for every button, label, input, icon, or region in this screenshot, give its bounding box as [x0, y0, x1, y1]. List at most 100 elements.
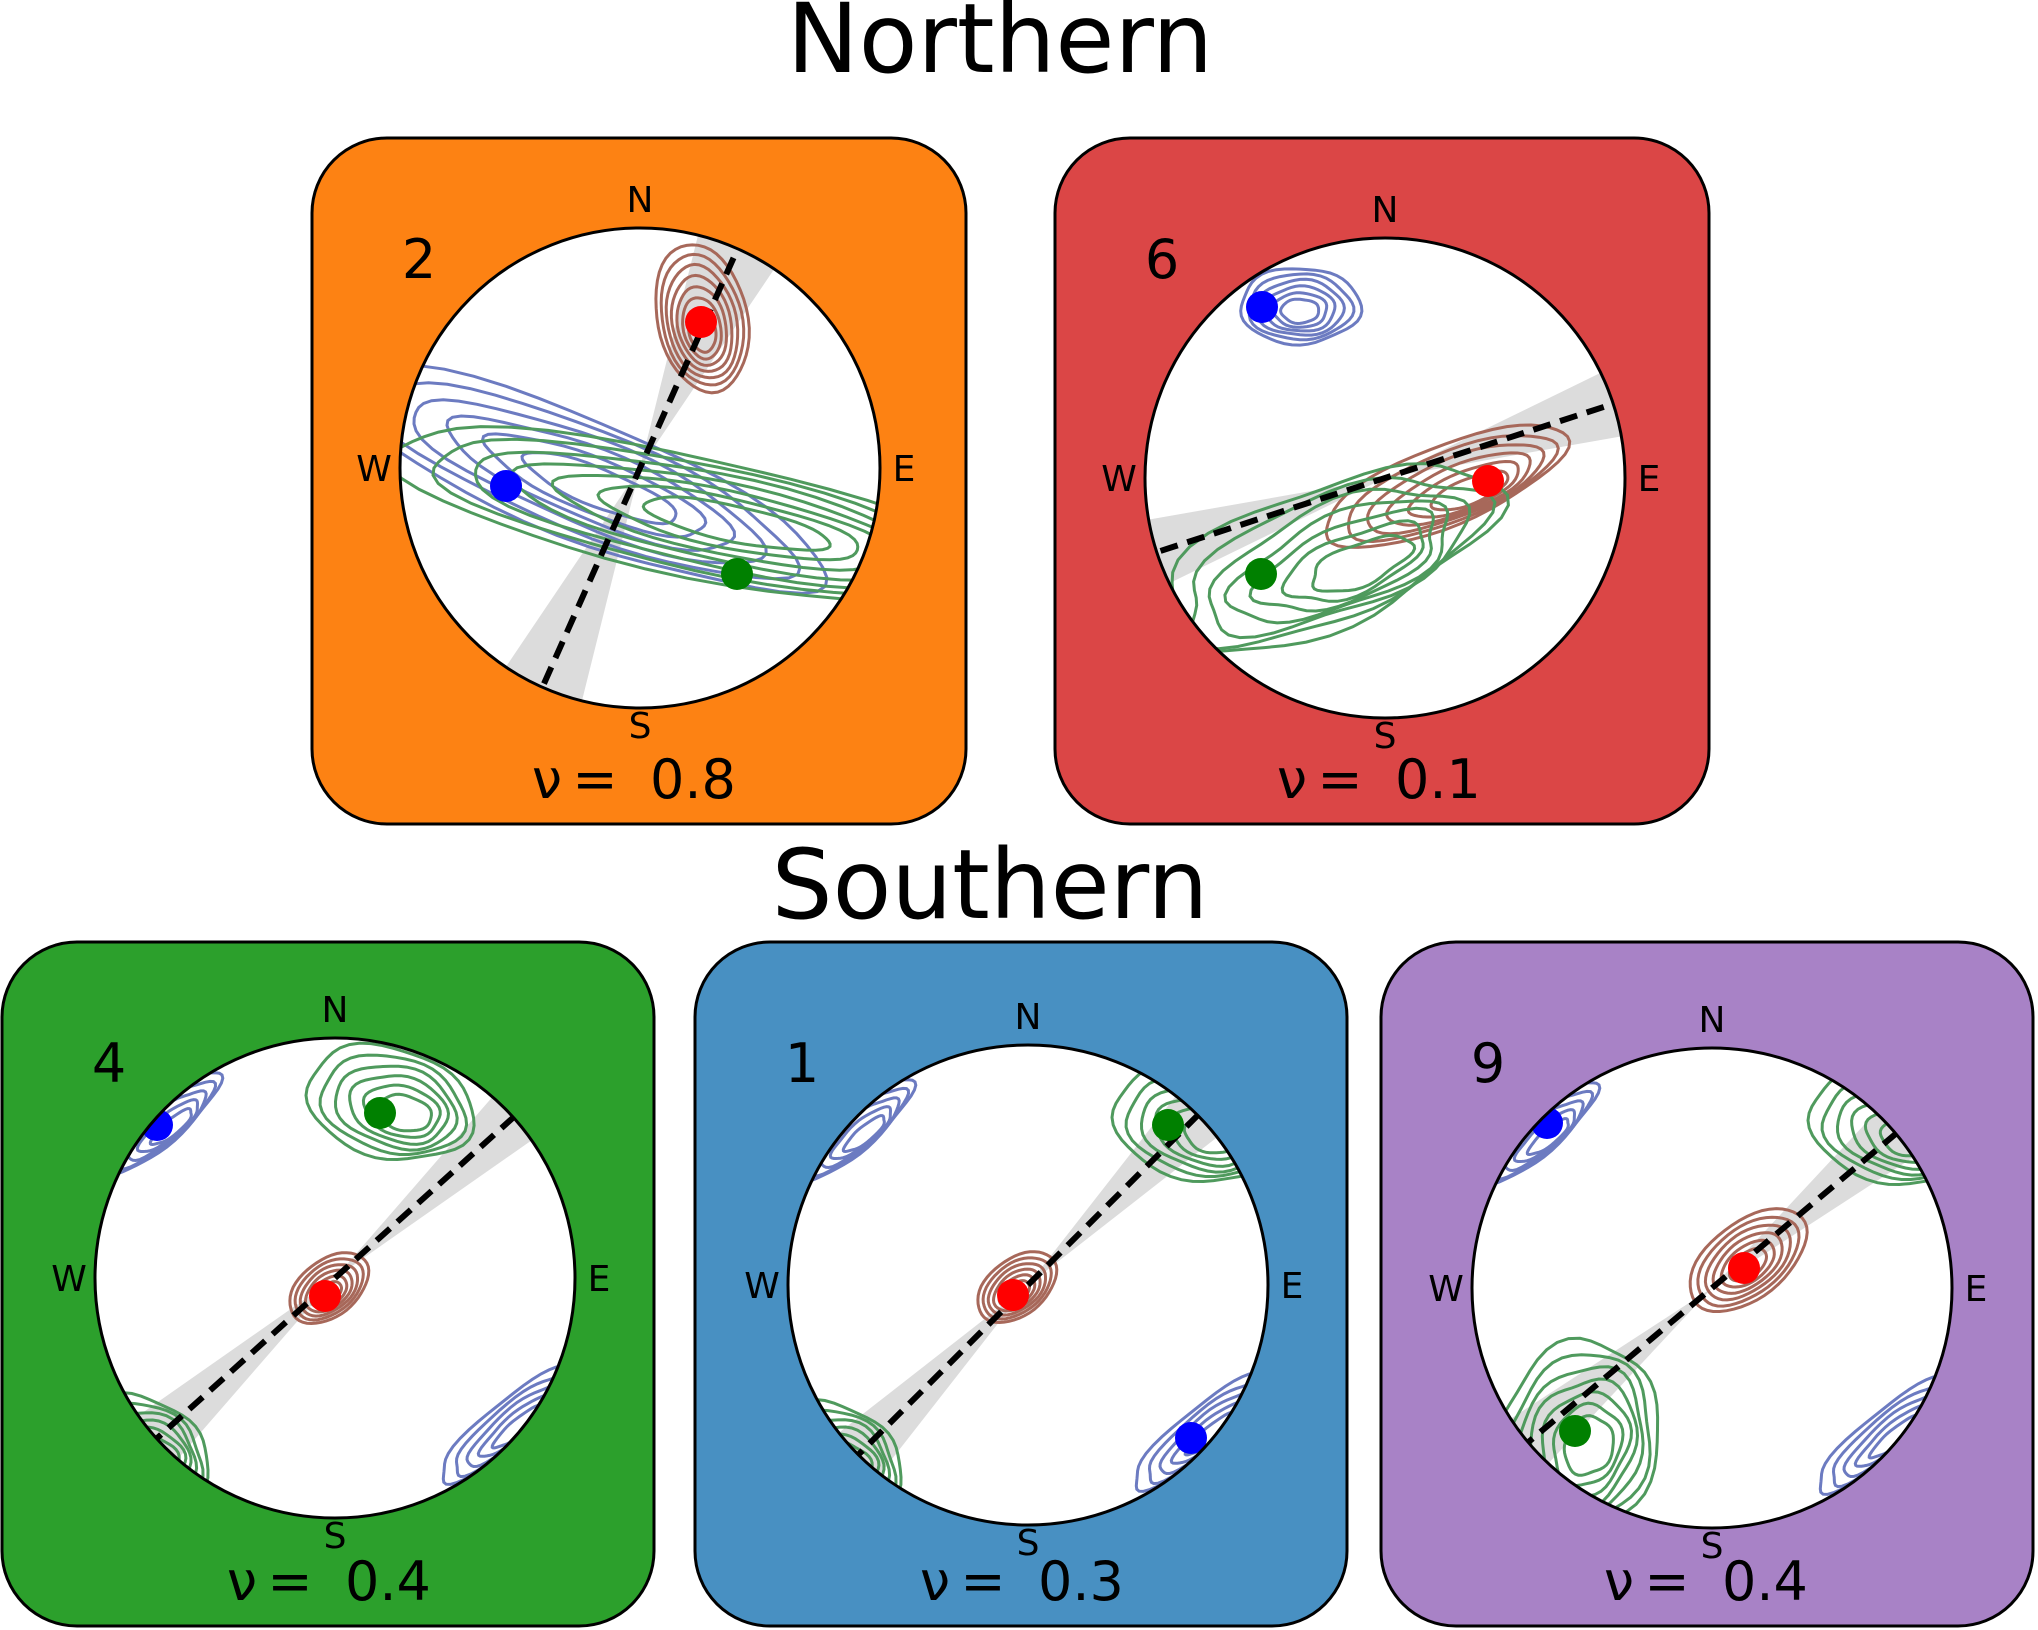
- panel-north-6: N S E W 6 ν = 0.1: [1053, 136, 1711, 826]
- blue-contour-6: [1279, 297, 1321, 326]
- brown-contour-2: [659, 252, 746, 387]
- green-pole-dot: [1559, 1415, 1591, 1447]
- green-contour-3: [473, 450, 880, 591]
- blue-contour-1: [1239, 267, 1364, 347]
- compass-north-label: N: [1699, 1000, 1726, 1041]
- nu-equals: =: [1317, 748, 1362, 811]
- brown-contour-3: [986, 1262, 1047, 1317]
- nu-equals: =: [267, 1550, 312, 1613]
- compass-east-label: E: [1638, 459, 1661, 500]
- brown-contour-6: [1727, 1246, 1769, 1283]
- stereonet-outline: [786, 1043, 1270, 1527]
- compass-south-label: S: [1017, 1523, 1040, 1564]
- northern-title: Northern: [787, 0, 1213, 95]
- blue-contour-upper-5: [148, 1107, 193, 1147]
- stereonet-content: [400, 228, 880, 708]
- green-contour-2: [431, 437, 880, 598]
- fault-line: [847, 1104, 1209, 1466]
- compass-west-label: W: [356, 449, 392, 490]
- green-contour-upper-1: [304, 1041, 476, 1162]
- stereonet-outline: [1143, 236, 1627, 720]
- compass-west-label: W: [1101, 459, 1137, 500]
- panel-number-label: 2: [402, 228, 436, 291]
- panel-number-label: 6: [1145, 228, 1179, 291]
- blue-pole-dot: [1175, 1422, 1207, 1454]
- compass-north-label: N: [1372, 190, 1399, 231]
- blue-contour-upper-4: [828, 1105, 893, 1160]
- green-contour-1: [400, 425, 880, 608]
- brown-contour-4: [669, 273, 734, 373]
- compass-south-label: S: [1374, 716, 1397, 757]
- green-contour-3: [1207, 487, 1472, 640]
- panel-number-label: 9: [1471, 1032, 1505, 1095]
- green-contour-lower-6: [1551, 1401, 1625, 1488]
- brown-contour-1: [1324, 423, 1572, 549]
- fault-line: [1517, 1123, 1907, 1453]
- panel-south-4: N S E W 4 ν = 0.4: [0, 940, 656, 1628]
- green-contour-7: [1311, 533, 1417, 593]
- green-contour-6: [596, 484, 860, 562]
- red-pole-dot: [1472, 465, 1504, 497]
- fault-line: [529, 228, 751, 708]
- compass-north-label: N: [627, 180, 654, 221]
- nu-value: 0.8: [650, 748, 736, 811]
- nu-value: 0.3: [1038, 1550, 1124, 1613]
- green-contour-5: [550, 474, 880, 572]
- panel-south-9: N S E W 9 ν = 0.4: [1379, 940, 2035, 1628]
- nu-symbol: ν: [1277, 748, 1307, 811]
- compass-north-label: N: [1015, 997, 1042, 1038]
- compass-north-label: N: [322, 990, 349, 1031]
- blue-contour-1: [400, 363, 829, 595]
- compass-south-label: S: [324, 1516, 347, 1557]
- green-contour-6: [1280, 519, 1425, 603]
- blue-contour-upper-5: [841, 1114, 886, 1154]
- compass-south-label: S: [1701, 1526, 1724, 1567]
- brown-contour-2: [1347, 434, 1560, 544]
- nu-symbol: ν: [920, 1550, 950, 1613]
- panel-north-2: N S E W 2 ν = 0.8: [310, 136, 968, 826]
- blue-pole-dot: [1246, 291, 1278, 323]
- brown-contour-4: [303, 1268, 354, 1314]
- red-pole-dot: [1728, 1252, 1760, 1284]
- panel-south-1: N S E W 1 ν = 0.3: [693, 940, 1349, 1628]
- green-pole-dot: [1245, 558, 1277, 590]
- panel-number-label: 1: [785, 1032, 819, 1095]
- green-pole-dot: [1152, 1109, 1184, 1141]
- nu-symbol: ν: [227, 1550, 257, 1613]
- southern-title: Southern: [772, 829, 1209, 941]
- compass-east-label: E: [1965, 1269, 1988, 1310]
- brown-contour-2: [981, 1256, 1053, 1321]
- red-pole-dot: [685, 306, 717, 338]
- stereonet-outline: [1470, 1046, 1954, 1530]
- stereonet-content: [788, 1063, 1268, 1517]
- nu-equals: =: [572, 748, 617, 811]
- brown-contour-4: [991, 1267, 1042, 1313]
- compass-west-label: W: [51, 1259, 87, 1300]
- stereonet-outline: [93, 1036, 577, 1520]
- stereonet-outline: [398, 226, 882, 710]
- blue-contour-2: [400, 381, 802, 581]
- green-contour-upper-3: [333, 1064, 459, 1152]
- green-contour-5: [1248, 506, 1436, 613]
- brown-contour-5: [675, 285, 729, 367]
- brown-contour-1: [976, 1250, 1059, 1325]
- green-pole-dot: [721, 558, 753, 590]
- green-pole-dot: [364, 1097, 396, 1129]
- brown-contour-5: [1719, 1238, 1776, 1289]
- nu-equals: =: [1644, 1550, 1689, 1613]
- nu-value: 0.4: [345, 1550, 431, 1613]
- blue-pole-dot: [490, 470, 522, 502]
- green-contour-upper-4: [348, 1074, 451, 1146]
- compass-east-label: E: [893, 449, 916, 490]
- panel-number-label: 4: [92, 1032, 126, 1095]
- green-contour-4: [1223, 499, 1450, 625]
- nu-symbol: ν: [532, 748, 562, 811]
- brown-contour-5: [1406, 459, 1520, 519]
- compass-west-label: W: [744, 1266, 780, 1307]
- nu-value: 0.1: [1395, 748, 1481, 811]
- nu-value: 0.4: [1722, 1550, 1808, 1613]
- red-pole-dot: [997, 1279, 1029, 1311]
- red-pole-dot: [309, 1280, 341, 1312]
